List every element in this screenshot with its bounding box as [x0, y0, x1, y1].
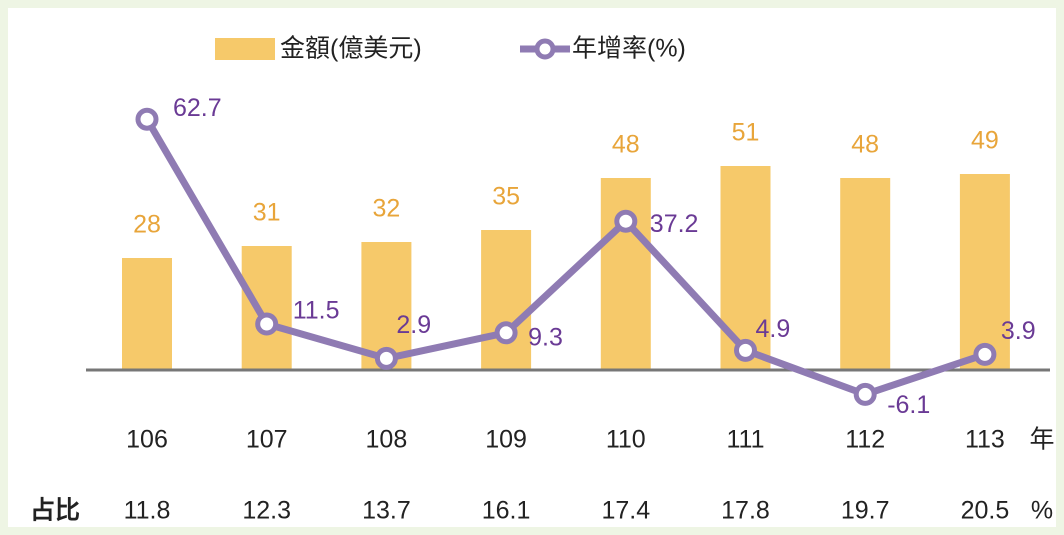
- legend-label: 年增率(%): [572, 35, 686, 63]
- line-value-label: 3.9: [1001, 317, 1036, 345]
- legend-swatch-bar: [215, 38, 275, 60]
- legend-swatch-marker: [534, 38, 556, 60]
- share-value: 16.1: [482, 497, 531, 525]
- line-marker: [494, 321, 518, 345]
- share-unit: %: [1031, 497, 1053, 525]
- bar-value-label: 49: [971, 127, 999, 155]
- bar: [122, 258, 172, 370]
- bar: [481, 230, 532, 370]
- line-value-label: 37.2: [650, 210, 699, 238]
- line-value-label: 9.3: [528, 323, 563, 351]
- x-tick-label: 113: [965, 426, 1005, 454]
- line-value-label: 2.9: [396, 311, 431, 339]
- x-tick-label: 109: [485, 426, 527, 454]
- x-tick-label: 110: [606, 426, 646, 454]
- share-value: 20.5: [961, 497, 1010, 525]
- bar: [600, 178, 651, 370]
- line-value-label: 62.7: [173, 94, 222, 122]
- line-value-label: 4.9: [756, 315, 791, 343]
- x-tick-label: 112: [845, 426, 885, 454]
- x-tick-label: 111: [726, 426, 764, 454]
- bar-value-label: 51: [732, 119, 760, 147]
- bar-value-label: 48: [851, 131, 879, 159]
- line-marker: [973, 342, 997, 366]
- bar: [959, 174, 1010, 370]
- x-tick-label: 107: [246, 426, 288, 454]
- share-label: 占比: [30, 497, 80, 525]
- share-value: 11.8: [124, 497, 171, 525]
- line-marker: [853, 382, 877, 406]
- line-value-label: -6.1: [887, 391, 930, 419]
- share-value: 19.7: [841, 497, 890, 525]
- x-unit: 年: [1029, 426, 1054, 454]
- line: [143, 117, 987, 398]
- share-value: 17.4: [601, 497, 650, 525]
- line-marker: [135, 107, 159, 131]
- line-marker: [614, 209, 638, 233]
- x-tick-label: 108: [366, 426, 408, 454]
- share-value: 17.8: [721, 497, 770, 525]
- line-marker: [255, 312, 279, 336]
- x-tick-label: 106: [126, 426, 168, 454]
- bar: [241, 246, 292, 370]
- line-marker: [734, 338, 757, 362]
- bar-value-label: 31: [253, 199, 281, 227]
- legend-label: 金額(億美元): [280, 35, 422, 63]
- bar-value-label: 35: [492, 183, 520, 211]
- bar-value-label: 28: [133, 211, 161, 239]
- share-value: 13.7: [362, 497, 411, 525]
- line-marker: [374, 346, 398, 370]
- line-value-label: 11.5: [293, 297, 340, 325]
- share-value: 12.3: [242, 497, 291, 525]
- bar-value-label: 32: [372, 195, 400, 223]
- bar-value-label: 48: [612, 131, 640, 159]
- bar: [840, 178, 891, 370]
